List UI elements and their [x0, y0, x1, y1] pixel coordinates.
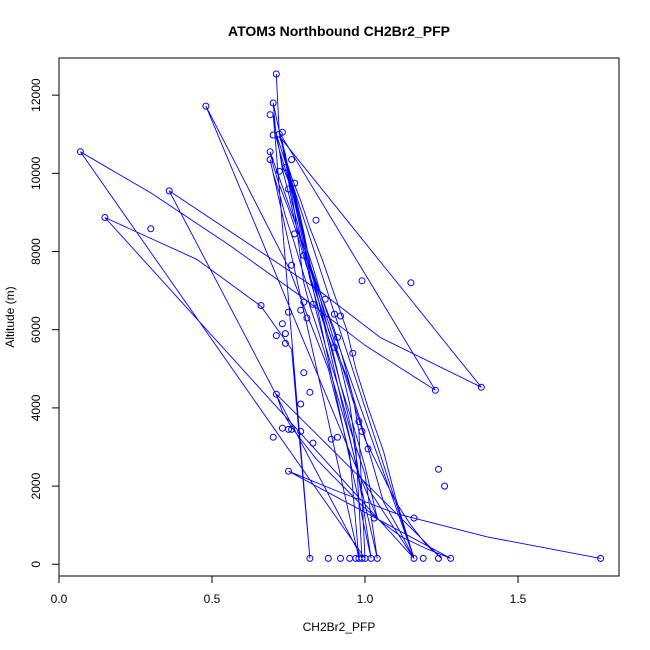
data-point — [272, 390, 280, 398]
data-point — [441, 482, 449, 490]
data-point — [349, 349, 357, 357]
data-point — [334, 334, 341, 341]
data-point — [327, 435, 335, 443]
y-tick-label: 8000 — [29, 238, 43, 265]
data-point — [312, 216, 320, 224]
data-point — [76, 148, 84, 156]
data-point — [447, 554, 455, 562]
data-point — [281, 330, 289, 338]
data-point — [309, 300, 317, 308]
data-point — [285, 425, 292, 433]
data-point — [355, 418, 363, 426]
data-point — [410, 554, 418, 562]
y-tick-label: 6000 — [29, 316, 43, 343]
data-point — [275, 167, 283, 175]
data-point — [300, 369, 308, 377]
data-point — [285, 467, 292, 475]
data-point — [337, 312, 344, 320]
data-point — [288, 425, 296, 433]
x-tick-label: 0.0 — [51, 592, 68, 606]
data-point — [346, 554, 354, 562]
data-point — [285, 308, 292, 316]
data-point — [266, 156, 274, 164]
data-point — [358, 277, 366, 285]
data-point — [435, 465, 442, 473]
series-lines — [80, 73, 601, 560]
x-tick-label: 1.0 — [357, 592, 374, 606]
data-point — [101, 214, 109, 221]
data-point — [288, 261, 296, 269]
data-point — [288, 156, 296, 164]
y-tick-label: 12000 — [29, 78, 43, 112]
data-point — [272, 70, 280, 78]
data-point — [165, 187, 173, 195]
data-point — [272, 332, 280, 340]
data-point — [324, 554, 332, 562]
y-axis-label: Altitude (m) — [3, 286, 17, 347]
y-tick-label: 10000 — [29, 156, 43, 190]
x-axis-label: CH2Br2_PFP — [303, 620, 376, 634]
data-point — [419, 554, 427, 562]
data-point — [358, 554, 366, 562]
data-point — [266, 148, 274, 156]
data-point — [147, 225, 155, 233]
y-tick-label: 0 — [29, 561, 43, 568]
series-line — [80, 73, 601, 560]
data-point — [410, 514, 418, 522]
data-point — [435, 554, 442, 562]
x-tick-label: 1.5 — [510, 592, 527, 606]
data-point — [269, 131, 277, 139]
data-point — [330, 343, 338, 351]
data-point — [281, 339, 289, 347]
data-point — [297, 427, 305, 435]
data-point — [281, 164, 289, 171]
data-point — [300, 298, 308, 306]
data-point — [364, 445, 372, 453]
data-point — [309, 439, 317, 447]
data-point — [431, 386, 439, 394]
data-point — [306, 554, 314, 562]
data-point — [291, 230, 299, 238]
x-axis: 0.0 0.5 1.0 1.5 — [51, 575, 527, 606]
data-point — [297, 400, 305, 408]
y-tick-label: 2000 — [29, 472, 43, 499]
data-point — [202, 102, 210, 110]
data-point — [285, 185, 292, 193]
data-point — [477, 383, 485, 391]
x-tick-label: 0.5 — [204, 592, 221, 606]
data-point — [257, 302, 265, 309]
data-point — [278, 424, 286, 432]
data-point — [370, 514, 378, 522]
data-point — [291, 179, 299, 187]
data-point — [373, 554, 381, 562]
data-point — [297, 306, 305, 314]
series-points — [76, 70, 605, 562]
data-point — [334, 433, 341, 441]
chart-title: ATOM3 Northbound CH2Br2_PFP — [228, 23, 450, 39]
data-point — [597, 554, 605, 562]
data-point — [300, 251, 308, 259]
data-point — [266, 111, 274, 119]
data-point — [303, 314, 311, 322]
data-point — [407, 279, 415, 287]
data-point — [321, 295, 329, 303]
data-point — [330, 310, 338, 318]
data-point — [337, 554, 344, 562]
y-axis: 0 2000 4000 6000 8000 10000 12000 — [29, 78, 60, 568]
data-point — [269, 433, 277, 441]
data-point — [306, 388, 314, 396]
data-point — [278, 320, 286, 328]
data-point — [358, 427, 366, 435]
data-point — [269, 99, 277, 107]
y-tick-label: 4000 — [29, 394, 43, 421]
